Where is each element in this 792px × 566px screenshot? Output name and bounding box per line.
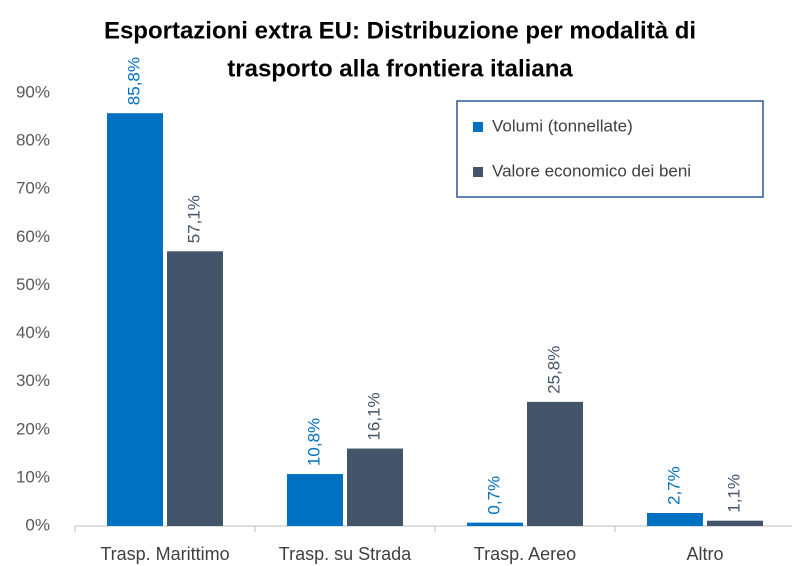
y-tick-label: 0% xyxy=(25,515,50,534)
legend-swatch xyxy=(473,167,483,177)
data-label: 0,7% xyxy=(484,476,503,515)
y-tick-label: 70% xyxy=(16,179,50,198)
bar xyxy=(347,448,403,526)
y-tick-label: 30% xyxy=(16,371,50,390)
legend-swatch xyxy=(473,122,483,132)
y-tick-label: 10% xyxy=(16,467,50,486)
y-tick-label: 40% xyxy=(16,323,50,342)
y-tick-label: 80% xyxy=(16,131,50,150)
y-tick-label: 20% xyxy=(16,419,50,438)
data-label: 1,1% xyxy=(724,474,743,513)
legend-label: Valore economico dei beni xyxy=(492,161,691,180)
x-tick-label: Altro xyxy=(686,544,723,564)
legend-box xyxy=(456,100,764,198)
bar xyxy=(167,251,223,526)
chart-title: Esportazioni extra EU: Distribuzione per… xyxy=(104,17,696,44)
data-label: 85,8% xyxy=(124,57,143,105)
y-tick-label: 50% xyxy=(16,275,50,294)
bar xyxy=(707,520,763,526)
data-label: 25,8% xyxy=(544,346,563,394)
x-tick-label: Trasp. Aereo xyxy=(474,544,576,564)
data-label: 10,8% xyxy=(304,418,323,466)
data-label: 57,1% xyxy=(184,195,203,243)
legend-label: Volumi (tonnellate) xyxy=(492,116,633,135)
bar xyxy=(107,113,163,526)
y-tick-label: 90% xyxy=(16,82,50,101)
x-tick-label: Trasp. su Strada xyxy=(279,544,412,564)
data-label: 16,1% xyxy=(364,392,383,440)
chart-title: trasporto alla frontiera italiana xyxy=(227,55,573,82)
bar xyxy=(527,401,583,526)
bar xyxy=(467,522,523,526)
bar xyxy=(647,513,703,526)
data-label: 2,7% xyxy=(664,466,683,505)
bar xyxy=(287,474,343,526)
x-tick-label: Trasp. Marittimo xyxy=(100,544,229,564)
y-tick-label: 60% xyxy=(16,227,50,246)
